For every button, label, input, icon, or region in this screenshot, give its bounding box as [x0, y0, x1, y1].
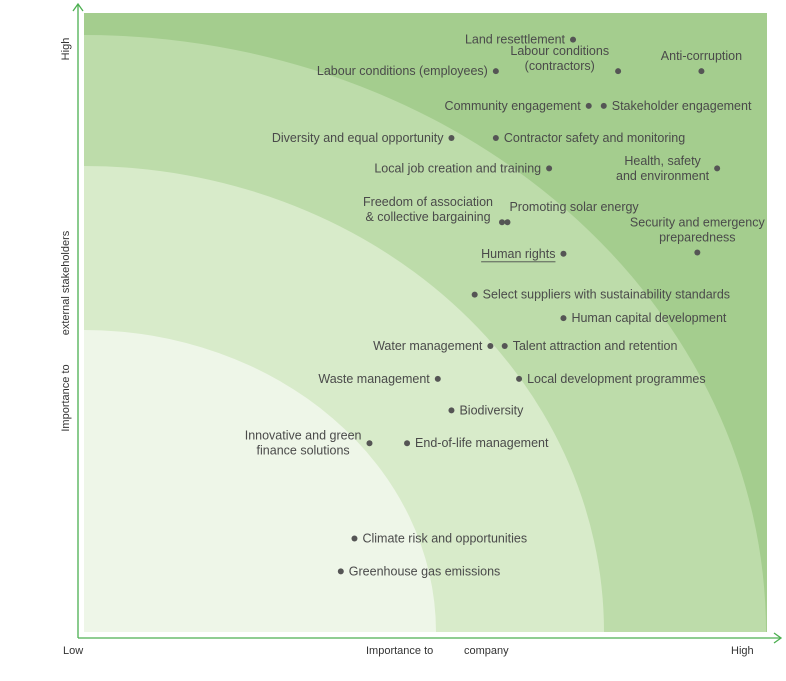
data-point-23	[351, 535, 358, 542]
y-high-label: High	[60, 38, 72, 61]
data-label-9: Health, safety and environment	[616, 154, 710, 183]
data-point-5	[600, 102, 607, 109]
data-label-1: Labour conditions (employees)	[317, 64, 488, 78]
data-point-17	[501, 343, 508, 350]
data-label-11: Promoting solar energy	[509, 200, 639, 214]
data-label-23: Climate risk and opportunities	[362, 532, 527, 546]
data-point-6	[448, 135, 455, 142]
data-point-18	[434, 375, 441, 382]
data-point-8	[546, 165, 553, 172]
x-axis-title-part-1: Importance to	[366, 645, 433, 657]
axis-labels: Low High Importance to company High external …	[60, 38, 754, 657]
data-label-0: Land resettlement	[465, 33, 566, 47]
data-label-4: Community engagement	[445, 99, 582, 113]
data-point-24	[337, 568, 344, 575]
data-label-20: Biodiversity	[459, 403, 524, 417]
background-bands	[84, 13, 767, 632]
data-point-15	[560, 315, 567, 322]
x-axis-title-part-2: company	[464, 645, 509, 657]
data-point-11	[504, 219, 511, 226]
axes	[72, 2, 783, 644]
band-4	[84, 330, 436, 632]
data-point-3	[698, 68, 705, 75]
x-axis-arrow	[773, 632, 783, 644]
data-points: Land resettlement Labour conditions (empl…	[245, 33, 766, 579]
data-label-6: Diversity and equal opportunity	[272, 131, 444, 145]
data-label-8: Local job creation and training	[374, 161, 541, 175]
data-point-16	[487, 343, 494, 350]
data-label-13: Human rights	[481, 247, 555, 261]
data-label-7: Contractor safety and monitoring	[504, 131, 685, 145]
data-label-21: Innovative and green finance solutions	[245, 429, 362, 458]
data-label-24: Greenhouse gas emissions	[349, 564, 500, 578]
y-axis-arrow	[72, 2, 84, 12]
data-point-2	[615, 68, 622, 75]
data-point-10	[498, 219, 505, 226]
data-label-18: Waste management	[318, 372, 430, 386]
data-label-14: Select suppliers with sustainability sta…	[483, 288, 730, 302]
data-label-16: Water management	[373, 339, 483, 353]
y-axis-title-part-1: Importance to	[60, 364, 72, 431]
data-label-19: Local development programmes	[527, 372, 706, 386]
data-label-2: Labour conditions (contractors)	[510, 44, 609, 73]
data-point-13	[560, 250, 567, 257]
data-point-7	[492, 135, 499, 142]
y-axis-title-part-2: external stakeholders	[60, 230, 72, 335]
data-label-17: Talent attraction and retention	[513, 339, 678, 353]
data-label-22: End-of-life management	[415, 436, 549, 450]
x-high-label: High	[731, 645, 754, 657]
data-point-0	[570, 36, 577, 43]
data-point-1	[492, 68, 499, 75]
data-point-4	[585, 102, 592, 109]
x-low-label: Low	[63, 645, 83, 657]
data-label-5: Stakeholder engagement	[612, 99, 752, 113]
data-point-14	[471, 291, 478, 298]
data-label-3: Anti-corruption	[661, 49, 742, 63]
data-point-12	[694, 249, 701, 256]
data-point-20	[448, 407, 455, 414]
data-point-21	[366, 440, 373, 447]
data-label-10: Freedom of association & collective barga…	[363, 195, 493, 224]
data-label-15: Human capital development	[571, 311, 726, 325]
data-point-9	[714, 165, 721, 172]
data-point-19	[516, 375, 523, 382]
data-label-12: Security and emergency preparedness	[630, 216, 766, 245]
data-point-22	[404, 440, 411, 447]
